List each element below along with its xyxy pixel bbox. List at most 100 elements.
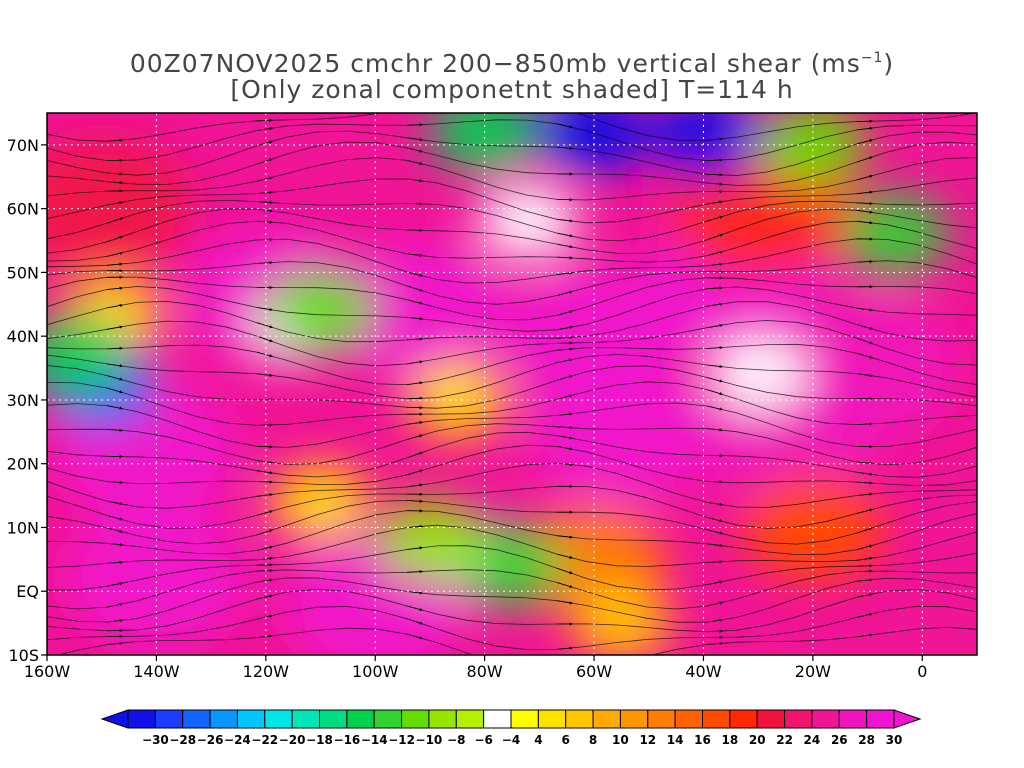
flow-arrow <box>556 325 574 331</box>
flow-arrow <box>856 564 874 568</box>
flow-arrow <box>406 483 424 488</box>
flow-arrow <box>556 426 574 430</box>
flow-arrow <box>256 220 274 224</box>
flow-arrow <box>556 535 574 539</box>
flow-arrow <box>556 232 574 238</box>
colorbar-label: 24 <box>804 733 821 747</box>
flow-arrow <box>856 422 874 426</box>
colorbar-swatch <box>838 709 868 729</box>
flow-arrow <box>856 527 874 534</box>
flow-arrow <box>856 461 874 465</box>
flow-arrow <box>856 220 874 225</box>
streamline <box>47 199 977 242</box>
flow-arrow <box>556 435 574 440</box>
flow-arrow <box>856 352 874 359</box>
flow-arrow <box>556 553 574 559</box>
flow-arrow <box>256 480 274 484</box>
streamline <box>47 365 977 409</box>
flow-arrow <box>556 335 574 339</box>
flow-arrow <box>407 105 422 108</box>
streamline <box>47 423 977 466</box>
flow-arrow <box>406 546 424 550</box>
x-tick-label: 0 <box>917 662 927 681</box>
streamline <box>47 605 977 651</box>
flow-arrow <box>706 346 724 350</box>
y-tick-label: 20N <box>7 455 39 474</box>
flow-arrow <box>406 499 424 503</box>
flow-arrow <box>106 542 124 547</box>
plot-frame <box>46 112 978 656</box>
colorbar-swatch <box>401 709 430 729</box>
flow-arrow <box>106 500 124 506</box>
chart-title-units-close: ) <box>883 49 894 78</box>
flow-arrow <box>706 405 724 411</box>
chart-subtitle: [Only zonal componetnt shaded] T=114 h <box>230 75 793 104</box>
flow-arrow <box>706 601 724 607</box>
flow-arrow <box>856 324 874 330</box>
colorbar-label: 22 <box>776 733 793 747</box>
flow-arrow <box>256 140 274 147</box>
y-tick-label: 10N <box>7 518 39 537</box>
colorbar-label: −14 <box>361 733 388 747</box>
flow-arrow <box>856 209 874 214</box>
colorbar-label: 28 <box>858 733 875 747</box>
colorbar-label: 18 <box>722 733 739 747</box>
y-axis: 70N 60N 50N 40N 30N 20N 10N EQ 10S <box>7 136 47 665</box>
shear-cell <box>708 336 808 413</box>
flow-arrow <box>256 200 274 205</box>
streamline <box>47 157 977 201</box>
colorbar-swatch <box>428 709 457 729</box>
colorbar-swatch <box>537 709 567 729</box>
flow-arrow <box>556 394 574 400</box>
flow-arrow <box>856 139 874 145</box>
colorbar-label: −18 <box>306 733 333 747</box>
chart-title-units-sup: −1 <box>861 50 884 66</box>
flow-arrow <box>406 123 424 127</box>
flow-arrow <box>856 492 874 496</box>
colorbar-label: 26 <box>831 733 848 747</box>
shear-cell <box>572 585 671 655</box>
flow-arrow <box>256 176 274 182</box>
flow-arrow <box>406 591 424 595</box>
x-axis: 160W 140W 120W 100W 80W 60W 40W 20W 0 <box>24 655 927 681</box>
flow-arrow <box>556 290 574 296</box>
flow-arrow <box>256 307 274 312</box>
colorbar-label: −22 <box>251 733 278 747</box>
flow-arrow <box>706 200 724 205</box>
flow-arrow <box>856 337 874 345</box>
streamline <box>56 626 977 655</box>
colorbar-swatch <box>510 709 539 729</box>
colorbar-label: −20 <box>279 733 306 747</box>
colorbar-swatch <box>756 709 786 729</box>
colorbar-swatch <box>592 709 621 729</box>
flow-arrow <box>406 381 424 385</box>
flow-arrow <box>556 412 574 416</box>
shear-cell <box>530 361 713 502</box>
flow-arrow <box>556 358 574 363</box>
x-tick-label: 80W <box>467 662 503 681</box>
flow-arrow <box>706 560 724 564</box>
colorbar-swatch <box>619 709 649 729</box>
shear-cell <box>47 313 129 398</box>
flow-arrow <box>106 138 124 142</box>
streamline <box>47 577 977 623</box>
y-tick-label: 70N <box>7 136 39 155</box>
flow-arrow <box>256 322 274 329</box>
flow-arrow <box>106 375 124 381</box>
colorbar-label: 12 <box>639 733 656 747</box>
colorbar-swatch <box>729 709 758 729</box>
colorbar-swatch <box>319 709 348 729</box>
flow-arrow <box>856 190 874 195</box>
y-tick-label: 60N <box>7 200 39 219</box>
colorbar-label: −4 <box>502 733 520 747</box>
flow-arrow <box>706 182 724 186</box>
shear-cell <box>265 268 376 353</box>
x-tick-label: 140W <box>133 662 180 681</box>
flow-arrow <box>556 567 574 575</box>
flow-arrow <box>706 543 724 547</box>
flow-arrow <box>256 594 274 600</box>
colorbar-label: 30 <box>886 733 903 747</box>
flow-arrow <box>556 256 574 260</box>
shear-cell <box>776 298 959 439</box>
y-tick-label: 40N <box>7 327 39 346</box>
